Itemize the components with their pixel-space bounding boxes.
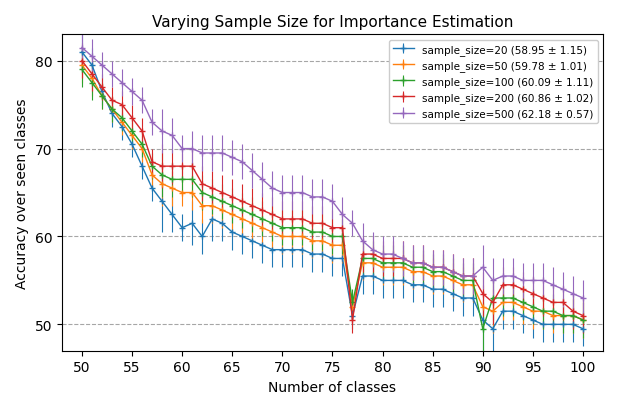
X-axis label: Number of classes: Number of classes — [268, 380, 397, 394]
Y-axis label: Accuracy over seen classes: Accuracy over seen classes — [15, 98, 29, 288]
Legend: sample_size=20 (58.95 ± 1.15), sample_size=50 (59.78 ± 1.01), sample_size=100 (6: sample_size=20 (58.95 ± 1.15), sample_si… — [389, 40, 598, 124]
Title: Varying Sample Size for Importance Estimation: Varying Sample Size for Importance Estim… — [152, 15, 513, 30]
